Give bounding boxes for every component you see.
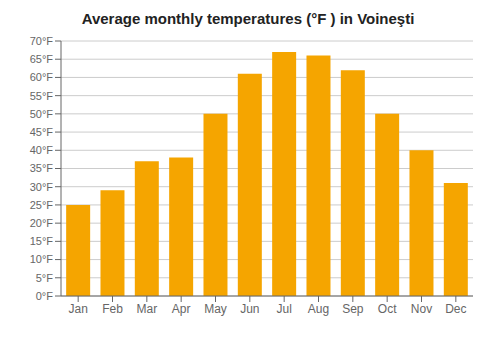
svg-text:Jan: Jan — [68, 302, 87, 316]
svg-text:Apr: Apr — [172, 302, 191, 316]
svg-text:50°F: 50°F — [30, 108, 54, 120]
svg-text:Aug: Aug — [308, 302, 329, 316]
svg-text:60°F: 60°F — [30, 71, 54, 83]
svg-text:0°F: 0°F — [36, 290, 54, 302]
svg-text:25°F: 25°F — [30, 199, 54, 211]
svg-text:Jun: Jun — [240, 302, 259, 316]
svg-text:Nov: Nov — [411, 302, 432, 316]
svg-text:May: May — [204, 302, 227, 316]
svg-text:Sep: Sep — [342, 302, 364, 316]
svg-text:Dec: Dec — [445, 302, 466, 316]
svg-text:15°F: 15°F — [30, 235, 54, 247]
svg-text:Oct: Oct — [378, 302, 397, 316]
svg-text:65°F: 65°F — [30, 53, 54, 65]
svg-text:45°F: 45°F — [30, 126, 54, 138]
html-text:Average monthly temperatures (: Average monthly temperatures (°F ) in Vo… — [81, 10, 415, 27]
svg-text:30°F: 30°F — [30, 181, 54, 193]
svg-text:20°F: 20°F — [30, 217, 54, 229]
svg-text:10°F: 10°F — [30, 253, 54, 265]
svg-text:Jul: Jul — [276, 302, 291, 316]
svg-text:55°F: 55°F — [30, 90, 54, 102]
svg-text:Mar: Mar — [136, 302, 157, 316]
svg-text:5°F: 5°F — [36, 272, 54, 284]
svg-text:35°F: 35°F — [30, 162, 54, 174]
svg-text:40°F: 40°F — [30, 144, 54, 156]
svg-text:70°F: 70°F — [30, 35, 54, 47]
svg-text:Feb: Feb — [102, 302, 123, 316]
